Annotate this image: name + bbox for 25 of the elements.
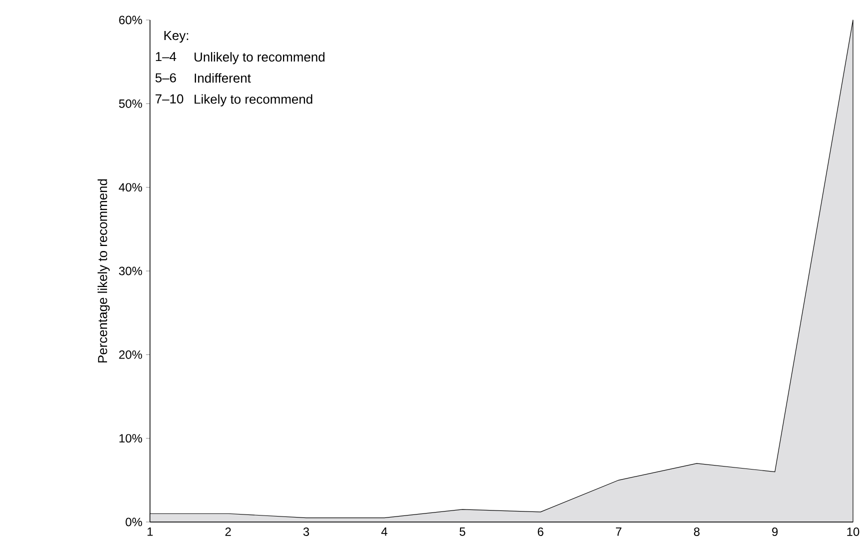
x-tick-label: 7 <box>616 528 622 536</box>
y-tick-label: 60% <box>119 16 142 24</box>
annotation: Likely to recommend <box>194 94 312 106</box>
y-tick-label: 40% <box>118 183 142 192</box>
annotation: 1–4 <box>156 52 176 62</box>
y-tick-label: 10% <box>119 434 142 443</box>
annotation: 5–6 <box>155 73 176 82</box>
x-tick-label: 6 <box>538 528 544 536</box>
annotation: Key: <box>164 31 188 43</box>
x-tick-label: 2 <box>225 528 231 536</box>
x-tick-label: 9 <box>772 528 778 536</box>
annotation: 7–10 <box>156 94 184 104</box>
annotation: Unlikely to recommend <box>194 52 324 64</box>
y-tick-label: 50% <box>119 99 142 108</box>
x-tick-label: 5 <box>460 528 466 536</box>
annotation: Indifferent <box>194 73 251 83</box>
x-tick-label: 3 <box>303 528 310 536</box>
y-axis-title: Percentage likely to recommend <box>98 179 110 362</box>
y-tick-label: 30% <box>119 266 142 276</box>
y-tick-label: 20% <box>119 350 142 359</box>
y-tick-label: 0% <box>126 518 142 526</box>
x-tick-label: 4 <box>381 528 388 536</box>
x-tick-label: 10 <box>847 528 860 536</box>
x-tick-label: 8 <box>694 528 700 536</box>
x-tick-label: 1 <box>148 528 153 536</box>
